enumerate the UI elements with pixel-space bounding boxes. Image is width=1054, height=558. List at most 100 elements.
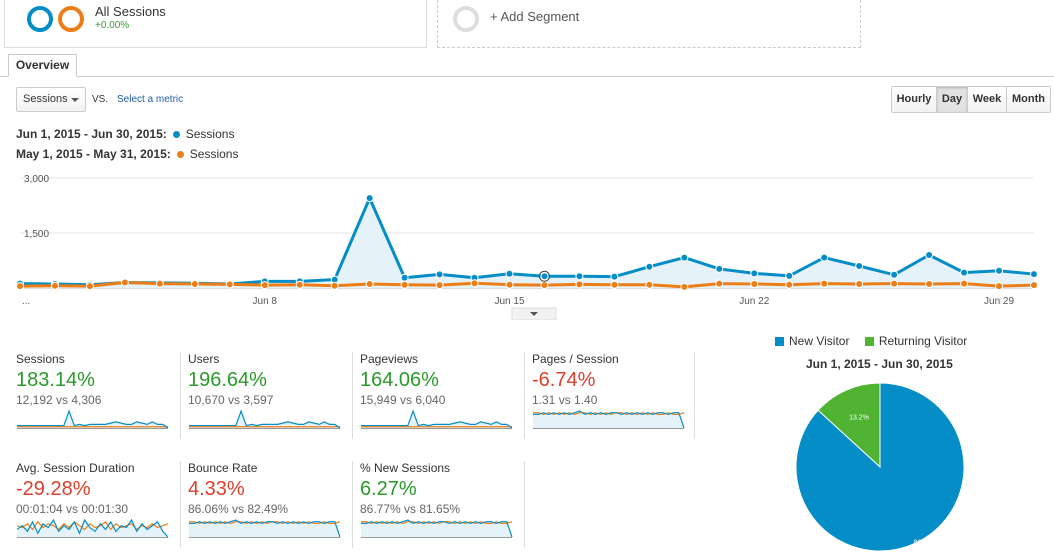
tab-divider [0, 76, 1054, 77]
x-tick-label: Jun 15 [495, 296, 525, 307]
data-point [190, 279, 199, 288]
scorecard-pages-session[interactable]: Pages / Session -6.74% 1.31 vs 1.40 [532, 352, 702, 452]
scorecard-name: Users [188, 352, 220, 366]
legend-current: Jun 1, 2015 - Jun 30, 2015: Sessions [16, 127, 234, 141]
scorecard-avg-session-duration[interactable]: Avg. Session Duration -29.28% 00:01:04 vs … [16, 461, 186, 558]
pie-legend-new[interactable]: New Visitor [789, 334, 850, 348]
add-segment-button[interactable]: + Add Segment [437, 0, 861, 48]
sparkline-current [16, 518, 169, 538]
hourly-button[interactable]: Hourly [892, 87, 937, 112]
select-metric-link[interactable]: Select a metric [117, 94, 184, 105]
scorecard-pageviews[interactable]: Pageviews 164.06% 15,949 vs 6,040 [360, 352, 530, 452]
data-point [610, 272, 619, 281]
scorecard-name: % New Sessions [360, 461, 451, 475]
data-point [365, 279, 374, 288]
data-point [50, 281, 59, 290]
scorecard-sparkline [533, 410, 685, 429]
data-point [750, 269, 759, 278]
week-button[interactable]: Week [968, 87, 1007, 112]
data-point [715, 279, 724, 288]
data-point [1030, 281, 1038, 290]
data-point [575, 272, 584, 281]
scorecard-divider [524, 461, 525, 548]
data-point [435, 281, 444, 290]
sparkline-area [17, 520, 168, 537]
data-point [435, 270, 444, 279]
segment-all-sessions[interactable]: All Sessions +0.00% [4, 0, 427, 48]
data-point [960, 279, 969, 288]
data-point [925, 251, 934, 259]
scorecard-divider [180, 461, 181, 548]
legend-current-label: Sessions [185, 127, 235, 141]
pie-title: Jun 1, 2015 - Jun 30, 2015 [806, 357, 953, 371]
scorecard-name: Sessions [16, 352, 65, 366]
data-point [820, 253, 829, 262]
series-line [19, 280, 1035, 289]
sparkline-area [361, 520, 512, 537]
data-point [1030, 270, 1038, 279]
scorecard-sparkline [16, 518, 169, 538]
scorecard--new-sessions[interactable]: % New Sessions 6.27% 86.77% vs 81.65% [360, 461, 530, 558]
chevron-down-icon [530, 312, 538, 316]
empty-segment-ring-icon [453, 6, 479, 32]
data-point [155, 279, 164, 288]
metric-select-value: Sessions [23, 93, 68, 105]
legend-blue-dot-icon [172, 131, 180, 139]
metric-select[interactable]: Sessions [16, 87, 86, 112]
legend-orange-dot-icon [176, 151, 184, 159]
data-point [610, 280, 619, 289]
data-point [890, 270, 899, 279]
segment-ring-blue-icon [27, 6, 53, 32]
add-segment-label: + Add Segment [490, 9, 580, 24]
pie-legend: New Visitor Returning Visitor [775, 334, 967, 348]
scorecard-users[interactable]: Users 196.64% 10,670 vs 3,597 [188, 352, 358, 452]
data-point [260, 281, 269, 290]
data-point [575, 280, 584, 289]
data-point [890, 279, 899, 288]
sparkline-previous [16, 520, 169, 531]
scorecard-comparison: 10,670 vs 3,597 [188, 393, 274, 407]
data-point [16, 282, 24, 291]
scorecard-comparison: 86.77% vs 81.65% [360, 502, 461, 516]
data-point [295, 280, 304, 289]
scorecard-comparison: 1.31 vs 1.40 [532, 393, 598, 407]
data-point [785, 271, 794, 280]
scorecard-sessions[interactable]: Sessions 183.14% 12,192 vs 4,306 [16, 352, 186, 452]
data-point [505, 280, 514, 289]
data-point [925, 279, 934, 288]
data-point [960, 268, 969, 277]
scorecard-bounce-rate[interactable]: Bounce Rate 4.33% 86.06% vs 82.49% [188, 461, 358, 558]
month-button[interactable]: Month [1007, 87, 1050, 112]
scorecard-name: Pages / Session [532, 352, 619, 366]
data-point [855, 262, 864, 270]
data-point [680, 282, 689, 291]
scorecard-change: 6.27% [360, 478, 417, 500]
x-tick-label: ... [22, 296, 30, 307]
x-tick-label: Jun 29 [984, 296, 1014, 307]
scorecard-name: Pageviews [360, 352, 419, 366]
scorecard-sparkline [361, 519, 513, 538]
data-point [645, 262, 654, 271]
scorecard-divider [180, 352, 181, 439]
chevron-down-icon [71, 98, 79, 102]
data-point [330, 281, 339, 290]
data-point [470, 279, 479, 288]
sparkline-current [361, 519, 513, 538]
scorecard-comparison: 00:01:04 vs 00:01:30 [16, 502, 129, 516]
legend-current-range: Jun 1, 2015 - Jun 30, 2015: [16, 127, 167, 141]
x-tick-label: Jun 8 [253, 296, 278, 307]
pie-slice-label: 13.2% [849, 414, 869, 421]
day-button[interactable]: Day [937, 87, 968, 112]
data-point [540, 281, 549, 290]
legend-previous-range: May 1, 2015 - May 31, 2015: [16, 147, 171, 161]
tab-overview[interactable]: Overview [8, 54, 77, 77]
sparkline-current [361, 409, 513, 429]
scorecard-sparkline [361, 409, 513, 429]
scorecard-divider [352, 461, 353, 548]
data-point [225, 280, 234, 289]
scorecard-change: -29.28% [16, 478, 91, 500]
data-point [820, 279, 829, 288]
data-point [540, 272, 549, 281]
sparkline-area [533, 411, 684, 428]
pie-legend-returning[interactable]: Returning Visitor [878, 334, 968, 348]
